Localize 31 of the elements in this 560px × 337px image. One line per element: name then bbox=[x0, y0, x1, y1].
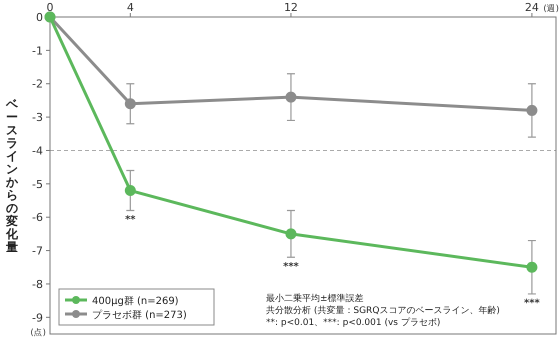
y-tick-label: -5 bbox=[32, 178, 43, 191]
x-tick-label: 4 bbox=[126, 1, 134, 14]
point bbox=[124, 98, 136, 110]
point bbox=[526, 262, 538, 273]
annotation: **: p<0.01、***: p<0.001 (vs プラセボ) bbox=[266, 317, 440, 328]
annotation: 最小二乗平均±標準誤差 bbox=[266, 293, 364, 304]
y-tick-label: -8 bbox=[32, 278, 43, 291]
y-tick-label: -7 bbox=[32, 244, 43, 258]
annotation: 共分散分析 (共変量：SGRQスコアのベースライン、年齢) bbox=[266, 305, 500, 316]
text: (点) bbox=[30, 327, 46, 337]
point bbox=[526, 104, 538, 116]
y-tick-label: -6 bbox=[32, 211, 43, 224]
x-tick-label: 12 bbox=[284, 1, 298, 14]
legend-label: 400μg群 (n=269) bbox=[92, 295, 179, 307]
y-tick-label: -2 bbox=[32, 78, 43, 91]
legend-label: プラセボ群 (n=273) bbox=[92, 309, 187, 321]
annotation: ** bbox=[125, 214, 136, 226]
y-tick-label: -4 bbox=[32, 144, 43, 158]
y-tick-label: -1 bbox=[32, 44, 43, 58]
y-tick-label: -9 bbox=[32, 311, 43, 324]
x-tick-label: 0 bbox=[46, 1, 54, 14]
point bbox=[285, 228, 296, 240]
point bbox=[124, 185, 136, 196]
point bbox=[285, 92, 296, 103]
x-axis-title: (週) bbox=[543, 3, 559, 14]
y-tick-label: -3 bbox=[32, 111, 43, 124]
annotation: *** bbox=[283, 261, 300, 272]
text: ベースラインからの変化量 bbox=[6, 97, 18, 254]
x-tick-label: 24 bbox=[524, 1, 539, 14]
annotation: *** bbox=[524, 298, 541, 309]
y-tick-label: 0 bbox=[36, 11, 43, 24]
